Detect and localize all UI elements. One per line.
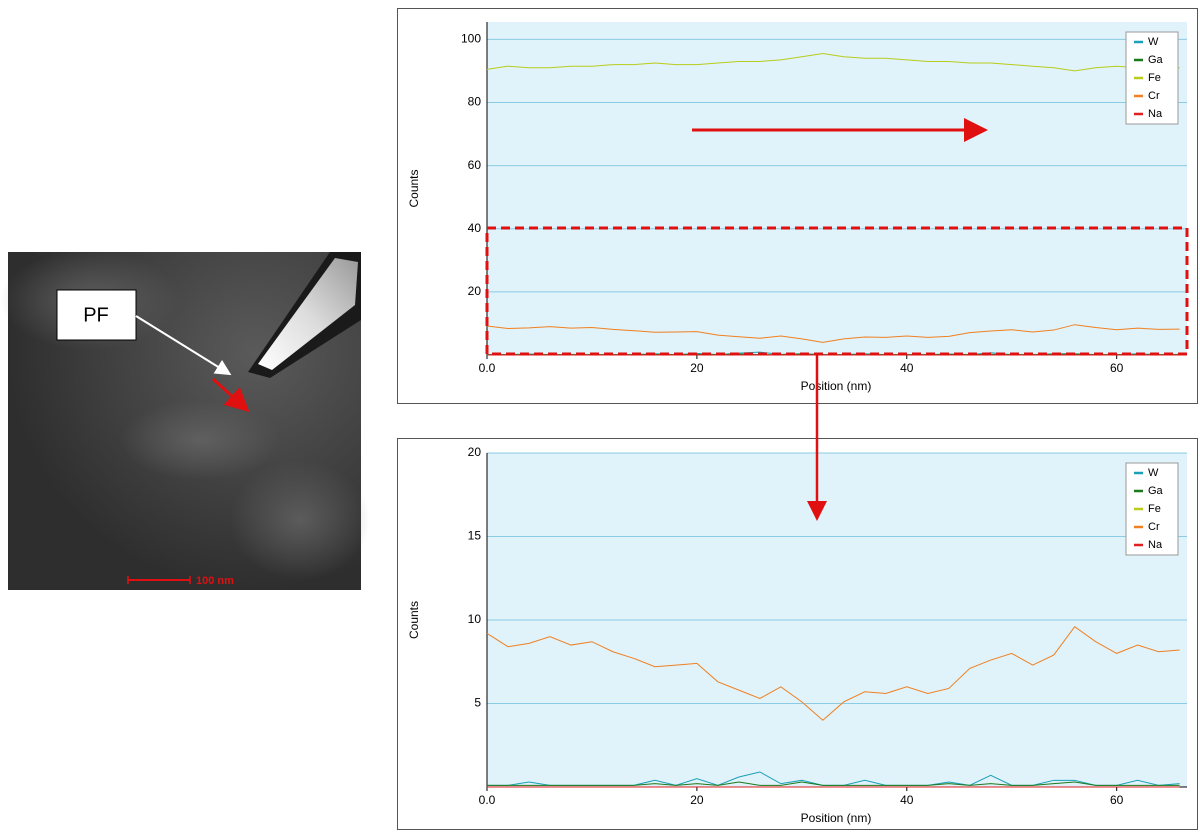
series-line (487, 53, 1180, 72)
image-texture (230, 460, 370, 580)
y-tick-label: 10 (468, 612, 482, 626)
callout-arrow (135, 315, 232, 376)
series-line (487, 625, 1180, 721)
x-tick-label: 20 (690, 361, 704, 375)
legend-label: Fe (1148, 72, 1161, 84)
y-tick-label: 15 (468, 529, 482, 543)
y-axis-title: Counts (407, 169, 421, 207)
series-group (487, 625, 1180, 788)
x-axis-title: Position (nm) (801, 811, 872, 825)
micrograph: PF 100 nm (0, 250, 370, 590)
series-line (487, 781, 1180, 786)
legend-label: W (1148, 467, 1159, 479)
y-tick-label: 60 (468, 158, 482, 172)
annotations (485, 118, 1189, 521)
series-line (487, 324, 1180, 343)
chart: 5 10 15 20 0.0 20 40 60 Position (nm) Counts W Ga Fe… (397, 438, 1198, 830)
legend-label: Ga (1148, 54, 1164, 66)
y-tick-label: 20 (468, 284, 482, 298)
legend-label: Cr (1148, 90, 1160, 102)
y-tick-label: 80 (468, 95, 482, 109)
zoom-region (485, 226, 1189, 356)
y-axis-title: Counts (407, 601, 421, 639)
probe (258, 258, 358, 370)
chart: 20 40 60 80 100 0.0 20 40 60 Position (nm) Counts W… (397, 8, 1198, 404)
x-tick-label: 40 (900, 361, 914, 375)
scale-bar-label: 100 nm (196, 575, 234, 587)
callout-box (56, 289, 137, 341)
x-tick-label: 20 (690, 793, 704, 807)
x-tick-label: 40 (900, 793, 914, 807)
legend-label: Na (1148, 108, 1163, 120)
legend-label: Na (1148, 539, 1163, 551)
legend-label: Cr (1148, 521, 1160, 533)
y-tick-label: 100 (461, 32, 481, 46)
x-tick-label: 0.0 (479, 793, 496, 807)
legend-label: W (1148, 36, 1159, 48)
y-tick-label: 5 (474, 696, 481, 710)
x-tick-label: 60 (1110, 793, 1124, 807)
y-tick-label: 40 (468, 221, 482, 235)
x-tick-label: 0.0 (479, 361, 496, 375)
scan-arrow (211, 377, 250, 413)
x-tick-label: 60 (1110, 361, 1124, 375)
callout-label: PF (83, 304, 109, 326)
legend-label: Fe (1148, 503, 1161, 515)
x-axis-title: Position (nm) (801, 379, 872, 393)
y-tick-label: 20 (468, 445, 482, 459)
plot-background (487, 22, 1187, 355)
image-texture (120, 400, 280, 480)
legend-label: Ga (1148, 485, 1164, 497)
